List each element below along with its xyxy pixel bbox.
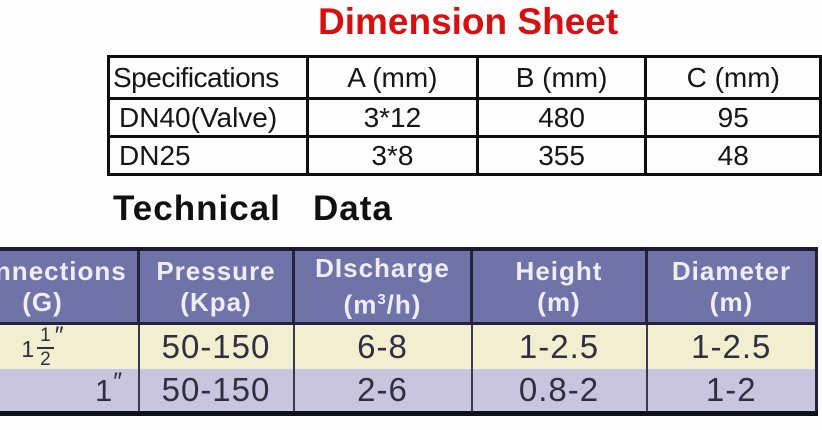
discharge-unit-open: (m	[343, 289, 378, 320]
cell-a-dn40: 3*12	[306, 97, 479, 138]
cell-spec-dn25: DN25	[106, 135, 310, 176]
header-discharge-line2: (m3/h)	[297, 284, 469, 321]
header-pressure-line2: (Kpa)	[180, 286, 252, 317]
header-discharge: DIscharge (m3/h)	[292, 247, 473, 325]
cell-connections-1: 1 ″	[0, 369, 140, 417]
fraction-whole: 1	[21, 336, 36, 362]
cell-pressure-row2: 50-150	[137, 369, 295, 417]
fraction-numerator: 1	[37, 325, 54, 349]
technical-data-title: Technical Data	[113, 189, 393, 228]
dimension-table-header-row: Specifications A (mm) B (mm) C (mm)	[106, 55, 822, 100]
dimension-table: Specifications A (mm) B (mm) C (mm) DN40…	[106, 55, 822, 176]
fraction-stack: 1 2	[37, 325, 54, 370]
inch-mark: ″	[113, 369, 123, 396]
technical-table-header-row: Connections (G) Pressure (Kpa) DIscharge…	[0, 247, 818, 325]
cell-connections-1-5: 1 1 2 ″	[0, 323, 140, 370]
header-diameter-line2: (m)	[709, 286, 754, 317]
header-b-mm: B (mm)	[475, 55, 648, 100]
connection-size-fraction: 1 1 2 ″	[21, 323, 64, 370]
header-diameter-line1: Diameter	[671, 255, 792, 286]
fraction-denominator: 2	[40, 348, 51, 370]
header-specifications: Specifications	[106, 55, 310, 100]
cell-discharge-row2: 2-6	[292, 369, 473, 417]
header-connections: Connections (G)	[0, 247, 140, 325]
header-height: Height (m)	[470, 247, 648, 325]
header-diameter: Diameter (m)	[645, 247, 818, 325]
header-height-line2: (m)	[537, 286, 581, 317]
header-pressure-line1: Pressure	[156, 255, 276, 286]
technical-row-1-inch: 1 ″ 50-150 2-6 0.8-2 1-2	[0, 369, 818, 417]
discharge-unit-close: /h)	[386, 289, 422, 320]
cell-diameter-row1: 1-2.5	[645, 323, 818, 370]
size-whole: 1	[94, 373, 114, 409]
technical-row-1-5-inch: 1 1 2 ″ 50-150 6-8 1-2.5 1-2.5	[0, 323, 818, 370]
inch-mark: ″	[54, 323, 64, 351]
dimension-sheet-title: Dimension Sheet	[318, 1, 619, 42]
cell-a-dn25: 3*8	[306, 135, 479, 176]
header-height-line1: Height	[515, 255, 603, 286]
cell-pressure-row1: 50-150	[137, 323, 295, 370]
cell-b-dn25: 355	[475, 135, 648, 176]
header-discharge-line1: DIscharge	[315, 252, 450, 283]
connection-size: 1 ″	[94, 369, 122, 409]
cell-c-dn25: 48	[644, 135, 822, 176]
header-c-mm: C (mm)	[644, 55, 822, 100]
cell-height-row1: 1-2.5	[470, 323, 648, 370]
technical-data-table: Connections (G) Pressure (Kpa) DIscharge…	[0, 247, 818, 417]
header-connections-line2: (G)	[22, 286, 63, 317]
cell-spec-dn40: DN40(Valve)	[106, 97, 310, 138]
discharge-unit-sup: 3	[377, 290, 387, 308]
cell-discharge-row1: 6-8	[292, 323, 473, 370]
table-row-dn25: DN25 3*8 355 48	[106, 135, 822, 176]
header-a-mm: A (mm)	[306, 55, 479, 100]
cell-diameter-row2: 1-2	[645, 369, 818, 417]
table-row-dn40: DN40(Valve) 3*12 480 95	[106, 97, 822, 138]
cell-c-dn40: 95	[644, 97, 822, 138]
cell-height-row2: 0.8-2	[470, 369, 648, 417]
cell-b-dn40: 480	[475, 97, 648, 138]
header-connections-line1: Connections	[0, 255, 127, 286]
header-pressure: Pressure (Kpa)	[137, 247, 295, 325]
